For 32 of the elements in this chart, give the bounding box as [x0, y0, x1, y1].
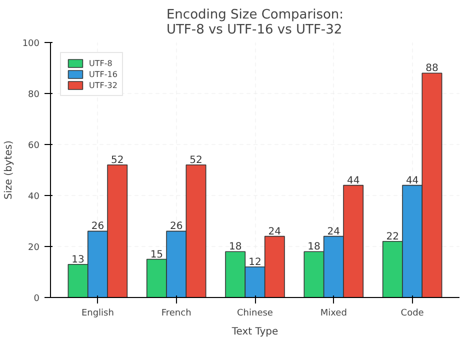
x-axis-title: Text Type: [230, 326, 278, 338]
data-label: 13: [72, 254, 84, 266]
y-tick-label: 20: [28, 243, 40, 253]
legend-label: UTF-8: [89, 58, 112, 68]
x-tick-label: Code: [400, 308, 424, 318]
data-label: 12: [248, 256, 262, 268]
x-tick-label: Mixed: [320, 308, 347, 318]
y-axis-title: Size (bytes): [3, 140, 14, 200]
legend-label: UTF-16: [89, 70, 118, 78]
y-tick-label: 60: [28, 141, 40, 151]
data-label: 44: [406, 175, 419, 186]
data-label: 18: [228, 242, 242, 253]
y-tick-label: 100: [22, 39, 40, 49]
data-label: 15: [150, 249, 164, 260]
data-label: 88: [426, 63, 438, 74]
y-tick-label: 80: [28, 90, 40, 100]
y-tick-label: 0: [34, 294, 40, 304]
chart-title: Encoding Size Comparison: UTF-8 vs UTF-16 vs UTF-32: [166, 8, 344, 38]
data-label: 24: [327, 226, 340, 238]
data-label: 52: [110, 154, 124, 166]
data-label: 52: [190, 154, 202, 166]
data-label: 22: [386, 231, 400, 242]
x-tick-label: Chinese: [237, 308, 274, 318]
x-tick-label: French: [161, 308, 192, 318]
y-tick-label: 40: [28, 192, 40, 202]
data-label: 26: [91, 221, 104, 232]
data-label: 24: [268, 226, 282, 238]
data-label: 44: [346, 175, 360, 186]
legend-label: UTF-32: [89, 80, 118, 90]
data-label: 18: [308, 242, 320, 253]
x-tick-label: English: [81, 308, 114, 318]
data-label: 26: [170, 221, 183, 232]
